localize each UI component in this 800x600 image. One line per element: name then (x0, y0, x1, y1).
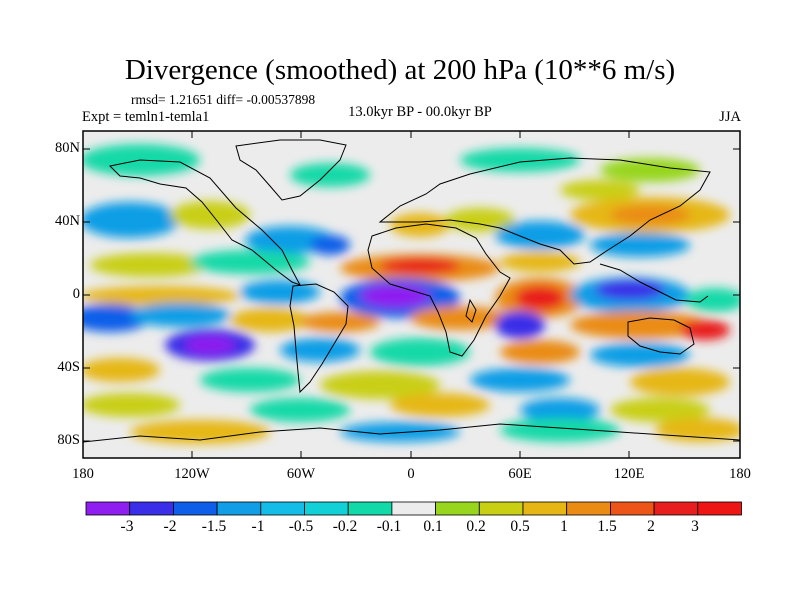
colorbar-label: -2 (163, 518, 177, 535)
stats-text: rmsd= 1.21651 diff= -0.00537898 (131, 92, 316, 107)
colorbar-swatch (610, 501, 655, 516)
map-title: Divergence (smoothed) at 200 hPa (10**6 … (124, 54, 676, 86)
lat-label-40s: 40S (57, 359, 80, 375)
colorbar-label: 0.5 (510, 518, 530, 535)
colorbar-label: -1.5 (201, 518, 227, 535)
colorbar-swatch (172, 501, 218, 516)
colorbar-swatch (522, 501, 568, 516)
colorbar-label: 1 (560, 518, 568, 535)
lon-label-60e: 60E (508, 466, 532, 482)
lat-label-40n: 40N (55, 213, 80, 229)
colorbar-label: -0.1 (376, 518, 402, 535)
colorbar-label: -1 (251, 518, 265, 535)
colorbar-swatch (129, 501, 174, 516)
colorbar-swatch (435, 501, 480, 516)
lon-label-120w: 120W (174, 466, 210, 482)
axis-ticks (83, 131, 740, 458)
colorbar-swatch (478, 501, 524, 516)
colorbar-swatch (391, 501, 436, 516)
colorbar-swatch (347, 501, 393, 516)
colorbar-label: -0.2 (332, 518, 358, 535)
colorbar-label: 3 (691, 518, 699, 535)
lat-label-80n: 80N (55, 140, 80, 156)
colorbar-label: 0.1 (423, 518, 443, 535)
experiment-label: Expt = temln1-temla1 (82, 109, 210, 125)
colorbar-label: 0.2 (466, 518, 486, 535)
lon-label-0: 0 (407, 466, 415, 482)
colorbar-label: -0.5 (288, 518, 314, 535)
coastlines (83, 139, 740, 443)
colorbar-swatch (697, 501, 742, 516)
colorbar-swatch (216, 501, 262, 516)
lon-label-180w: 180 (72, 466, 94, 482)
colorbar-label: -3 (120, 518, 134, 535)
colorbar-swatch (85, 501, 131, 516)
colorbar-swatch (566, 501, 611, 516)
colorbar-label: 1.5 (597, 518, 617, 535)
lon-label-120e: 120E (613, 466, 645, 482)
colorbar-swatch (260, 501, 305, 516)
period-label: 13.0kyr BP - 00.0kyr BP (348, 104, 492, 120)
lon-label-180e: 180 (729, 466, 751, 482)
lat-label-80s: 80S (57, 432, 80, 448)
colorbar-label: 2 (647, 518, 655, 535)
colorbar (85, 501, 742, 516)
lon-label-60w: 60W (286, 466, 316, 482)
lat-label-equator: 0 (72, 286, 80, 302)
divergence-field (83, 131, 740, 458)
colorbar-swatch (304, 501, 349, 516)
colorbar-swatch (653, 501, 699, 516)
season-label: JJA (719, 109, 741, 125)
